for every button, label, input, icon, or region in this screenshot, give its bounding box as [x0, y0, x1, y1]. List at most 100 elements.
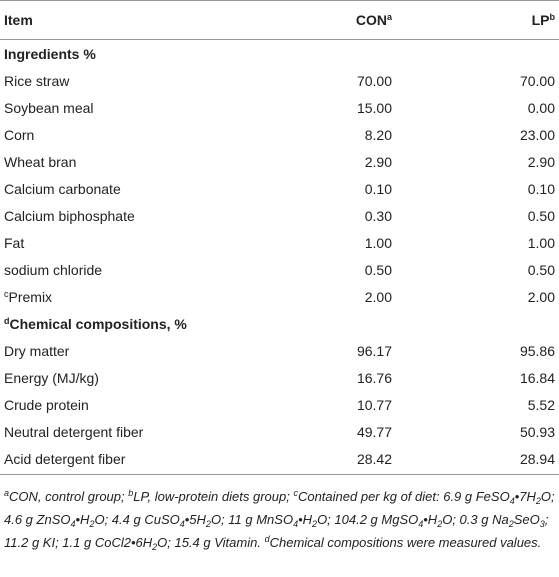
lp-cell: 2.00	[527, 288, 555, 305]
item-text: Rice straw	[4, 72, 70, 89]
item-cell: Soybean meal	[0, 94, 308, 121]
con-cell: 0.10	[364, 180, 392, 197]
footnote-sub: 4	[509, 496, 515, 506]
con-cell: 96.17	[356, 342, 392, 359]
lp-cell: 0.10	[527, 180, 555, 197]
footnote-text: Contained per kg of diet: 6.9 g FeSO	[297, 489, 510, 504]
header-cell: Item	[0, 0, 308, 40]
table-row: Calcium biphosphate 0.30 0.50	[0, 202, 559, 229]
header-superscript: a	[386, 12, 392, 22]
footnote: aCON, control group; bLP, low-protein di…	[0, 475, 559, 554]
lp-cell: 1.00	[527, 234, 555, 251]
item-text: Dry matter	[4, 342, 70, 359]
footnote-sub: 4	[293, 519, 299, 529]
table-row: Acid detergent fiber 28.42 28.94	[0, 445, 559, 475]
item-text: Premix	[8, 288, 53, 305]
footnote-sub: 4	[70, 519, 76, 529]
header-row: Item CONa LPb	[0, 0, 559, 40]
header-text: LP	[531, 12, 550, 28]
table-row: Fat 1.00 1.00	[0, 229, 559, 256]
item-cell: Dry matter	[0, 337, 308, 364]
item-text: Fat	[4, 234, 25, 251]
con-cell: 8.20	[364, 126, 392, 143]
lp-cell: 95.86	[519, 342, 555, 359]
header-cell: CONa	[308, 0, 396, 40]
header-cell: LPb	[396, 0, 559, 40]
item-text: Soybean meal	[4, 99, 94, 116]
footnote-sub: 4	[418, 519, 424, 529]
section-text: Chemical compositions, %	[9, 315, 187, 332]
footnote-text: O; 0.3 g Na	[442, 512, 509, 527]
table-body: Item CONa LPb Ingredients % Rice straw 70.00 7…	[0, 0, 559, 475]
footnote-sub: 2	[89, 519, 95, 529]
footnote-sub: 2	[205, 519, 211, 529]
item-text: Crude protein	[4, 396, 89, 413]
header-superscript: b	[549, 12, 556, 22]
lp-cell: 16.84	[519, 369, 555, 386]
table-row: Rice straw 70.00 70.00	[0, 67, 559, 94]
table-row: Dry matter 96.17 95.86	[0, 337, 559, 364]
footnote-sub: 2	[535, 496, 541, 506]
section-superscript: d	[4, 315, 10, 326]
item-cell: Energy (MJ/kg)	[0, 364, 308, 391]
con-cell: 2.00	[364, 288, 392, 305]
item-text: Acid detergent fiber	[4, 450, 126, 467]
item-cell: sodium chloride	[0, 256, 308, 283]
item-cell: Rice straw	[0, 67, 308, 94]
header-text: CON	[355, 12, 387, 28]
footnote-text: SeO	[513, 512, 540, 527]
item-text: Energy (MJ/kg)	[4, 369, 99, 386]
item-text: Corn	[4, 126, 35, 143]
lp-cell: 28.94	[396, 445, 559, 475]
footnote-text: O; 4.4 g CuSO	[94, 512, 180, 527]
con-cell: 2.90	[364, 153, 392, 170]
item-cell: Acid detergent fiber	[0, 445, 308, 475]
con-cell: 16.76	[356, 369, 392, 386]
item-cell: Calcium biphosphate	[0, 202, 308, 229]
footnote-sup: d	[264, 534, 270, 544]
data-table: Item CONa LPb Ingredients % Rice straw 70.00 7…	[0, 0, 559, 475]
footnote-text: CON, control group;	[9, 489, 129, 504]
footnote-text: O; 11 g MnSO	[210, 512, 294, 527]
table-row: sodium chloride 0.50 0.50	[0, 256, 559, 283]
table-figure: Item CONa LPb Ingredients % Rice straw 70.00 7…	[0, 0, 559, 554]
table-row: Energy (MJ/kg) 16.76 16.84	[0, 364, 559, 391]
footnote-sub: 3	[539, 519, 545, 529]
footnote-sub: 2	[152, 542, 158, 552]
item-text: Calcium biphosphate	[4, 207, 135, 224]
item-cell: Neutral detergent fiber	[0, 418, 308, 445]
footnote-sub: 2	[437, 519, 443, 529]
footnote-text: O; 4.6 g ZnSO	[4, 489, 555, 527]
table-row: Soybean meal 15.00 0.00	[0, 94, 559, 121]
section-title: dChemical compositions, %	[0, 310, 559, 337]
lp-cell: 50.93	[519, 423, 555, 440]
table-row: cPremix 2.00 2.00	[0, 283, 559, 310]
lp-cell: 2.90	[527, 153, 555, 170]
item-cell: Calcium carbonate	[0, 175, 308, 202]
footnote-text: •H	[298, 512, 313, 527]
table-row: Crude protein 10.77 5.52	[0, 391, 559, 418]
footnote-sup: b	[128, 488, 134, 498]
table-row: Calcium carbonate 0.10 0.10	[0, 175, 559, 202]
footnote-text: O; 104.2 g MgSO	[317, 512, 419, 527]
footnote-text: •H	[423, 512, 438, 527]
footnote-text: ; 11.2 g KI; 1.1 g CoCl2•6H	[4, 512, 549, 550]
footnote-sup: c	[293, 488, 298, 498]
footnote-text: •H	[75, 512, 90, 527]
footnote-sub: 2	[312, 519, 318, 529]
item-cell: Corn	[0, 121, 308, 148]
con-cell: 1.00	[364, 234, 392, 251]
section-title: Ingredients %	[0, 40, 559, 68]
lp-cell: 0.00	[527, 99, 555, 116]
footnote-sub: 2	[508, 519, 514, 529]
lp-cell: 70.00	[519, 72, 555, 89]
con-cell: 15.00	[356, 99, 392, 116]
item-text: Neutral detergent fiber	[4, 423, 144, 440]
con-cell: 10.77	[356, 396, 392, 413]
item-cell: Wheat bran	[0, 148, 308, 175]
lp-cell: 23.00	[519, 126, 555, 143]
item-cell: Crude protein	[0, 391, 308, 418]
lp-cell: 0.50	[527, 261, 555, 278]
section-text: Ingredients %	[4, 45, 96, 62]
